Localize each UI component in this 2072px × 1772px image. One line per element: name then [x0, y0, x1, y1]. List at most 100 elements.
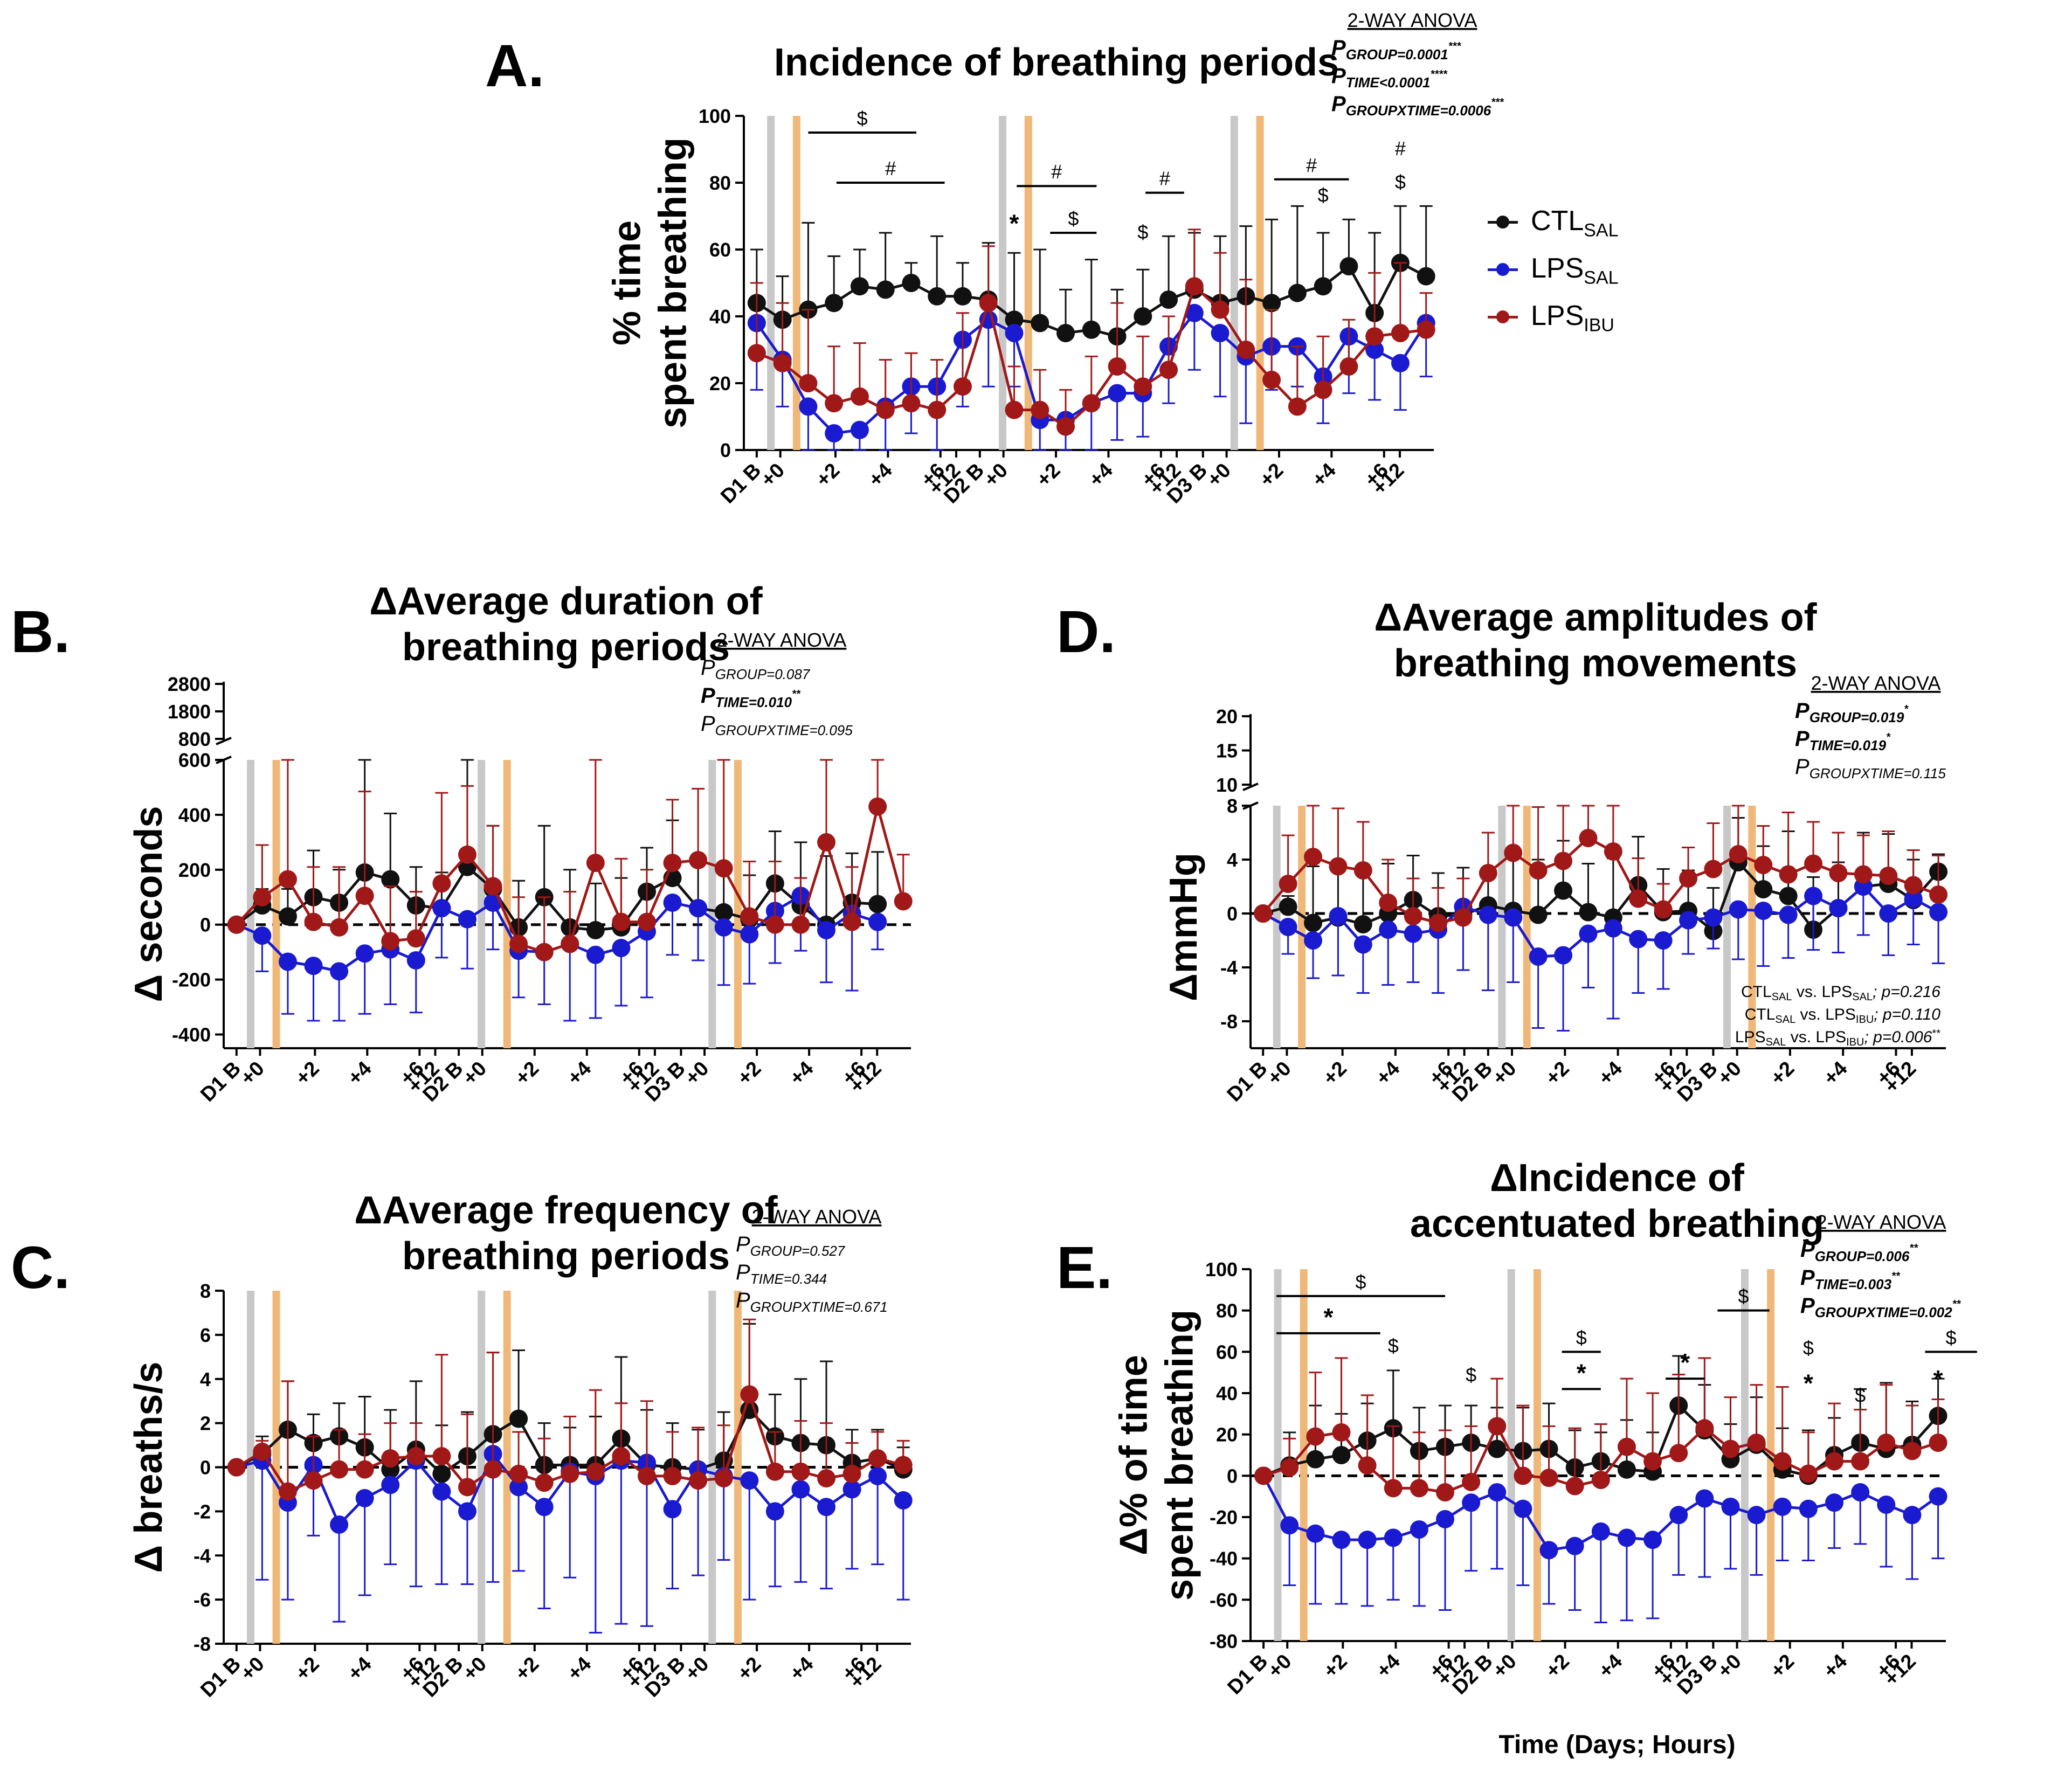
- data-point: [1462, 1493, 1481, 1512]
- significance-symbol: $: [1318, 184, 1329, 206]
- x-tick-label: +2: [812, 459, 844, 492]
- panel-title: ΔIncidence of: [1490, 1157, 1745, 1200]
- data-point: [1134, 307, 1152, 326]
- x-tick-label: +0: [1488, 1650, 1521, 1683]
- data-point: [1339, 257, 1358, 275]
- data-point: [1629, 930, 1648, 949]
- data-point: [1825, 1452, 1844, 1471]
- significance-symbol: $: [1855, 1385, 1866, 1407]
- data-point: [1529, 947, 1548, 966]
- data-point: [1262, 370, 1281, 389]
- data-point: [1554, 881, 1573, 900]
- x-tick-label: +2: [1542, 1650, 1574, 1683]
- anova-p-value: PGROUPXTIME=0.095: [701, 712, 853, 738]
- data-point: [1005, 324, 1024, 342]
- data-point: [458, 1502, 476, 1521]
- data-point: [714, 859, 733, 878]
- data-point: [1082, 320, 1101, 339]
- data-point: [817, 1469, 836, 1487]
- injection-marker-bar: [1300, 1269, 1308, 1641]
- data-point: [747, 344, 766, 363]
- data-point: [740, 907, 759, 926]
- data-point: [509, 1464, 528, 1483]
- data-point: [791, 915, 810, 934]
- data-point: [1704, 908, 1723, 927]
- data-point: [1773, 1452, 1792, 1471]
- x-tick-label: +0: [1714, 1057, 1746, 1090]
- data-point: [1579, 829, 1598, 847]
- cmp-p: ; p=0.216: [1873, 983, 1940, 1001]
- x-tick-label: +2: [511, 1057, 543, 1090]
- anova-heading: 2-WAY ANOVA: [1348, 9, 1477, 31]
- x-tick-label: +2: [291, 1653, 323, 1685]
- data-point: [1314, 277, 1332, 296]
- x-tick-label: D1 B: [716, 459, 765, 508]
- data-point: [381, 1476, 400, 1494]
- data-point: [1280, 1516, 1299, 1535]
- series-ctl-sal: [747, 205, 1435, 346]
- data-point: [1254, 904, 1273, 923]
- legend-item-lpssal: LPSSAL: [1488, 252, 1682, 290]
- data-point: [586, 1462, 605, 1481]
- panel-title: ΔAverage amplitudes of: [1374, 596, 1817, 639]
- data-point: [1565, 1477, 1584, 1496]
- anova-p-letter: P: [1795, 727, 1809, 751]
- data-point: [1211, 300, 1230, 319]
- data-point: [928, 287, 947, 306]
- axis-break-mark: [216, 737, 232, 745]
- data-point: [1729, 845, 1748, 863]
- data-point: [1329, 857, 1348, 876]
- data-point: [1134, 377, 1152, 396]
- data-point: [1417, 267, 1435, 286]
- data-point: [868, 1466, 887, 1485]
- anova-p-value: PGROUP=0.0001***: [1331, 36, 1461, 63]
- data-point: [868, 912, 887, 931]
- data-point: [1185, 303, 1204, 322]
- baseline-marker-bar: [478, 760, 486, 1048]
- data-point: [330, 1515, 349, 1534]
- x-tick-label: +2: [1541, 1057, 1573, 1090]
- data-point: [304, 1471, 323, 1490]
- y-axis-label: spent breathing: [652, 137, 695, 428]
- data-point: [1529, 861, 1548, 880]
- data-point: [1353, 935, 1372, 954]
- data-point: [1391, 354, 1410, 372]
- significance-symbol: $: [1137, 221, 1148, 243]
- anova-p-letter: P: [1795, 755, 1809, 779]
- series-lps-ibu: [227, 1318, 913, 1501]
- injection-marker-bar: [1256, 116, 1264, 450]
- data-point: [1379, 894, 1398, 912]
- data-point: [1005, 400, 1024, 419]
- data-point: [1514, 1499, 1532, 1518]
- data-point: [586, 945, 605, 964]
- significance-symbol: $: [857, 107, 868, 129]
- x-tick-label: D1 B: [1223, 1057, 1272, 1106]
- x-tick-label: +4: [563, 1057, 596, 1090]
- data-point: [1339, 357, 1358, 376]
- data-point: [1358, 1456, 1377, 1475]
- anova-p-letter: P: [1331, 36, 1346, 60]
- x-tick-label: +0: [681, 1057, 713, 1090]
- data-point: [740, 925, 759, 944]
- y-tick-label: -4: [194, 1545, 211, 1567]
- data-point: [1773, 1497, 1792, 1516]
- data-point: [663, 1500, 682, 1519]
- data-point: [1851, 1452, 1870, 1471]
- data-point: [740, 1471, 759, 1490]
- y-axis-label: % time: [606, 220, 649, 345]
- data-point: [484, 877, 502, 896]
- data-point: [1365, 341, 1384, 359]
- significance-symbol: $: [1576, 1326, 1587, 1348]
- data-point: [1358, 1531, 1377, 1549]
- pairwise-comparison: CTLSAL vs. LPSSAL; p=0.216: [1741, 983, 1940, 1003]
- x-tick-label: +0: [236, 1057, 268, 1090]
- legend-dot-lpssal: [1496, 263, 1509, 276]
- x-tick-label: +4: [864, 459, 896, 492]
- data-point: [484, 1460, 502, 1479]
- anova-p-letter: P: [1331, 92, 1346, 116]
- significance-symbol: *: [1804, 1369, 1813, 1397]
- data-point: [330, 1460, 349, 1479]
- cmp-p: ; p=0.110: [1874, 1006, 1940, 1023]
- cmp-group-a-sub: SAL: [1766, 1036, 1786, 1048]
- data-point: [1332, 1531, 1351, 1549]
